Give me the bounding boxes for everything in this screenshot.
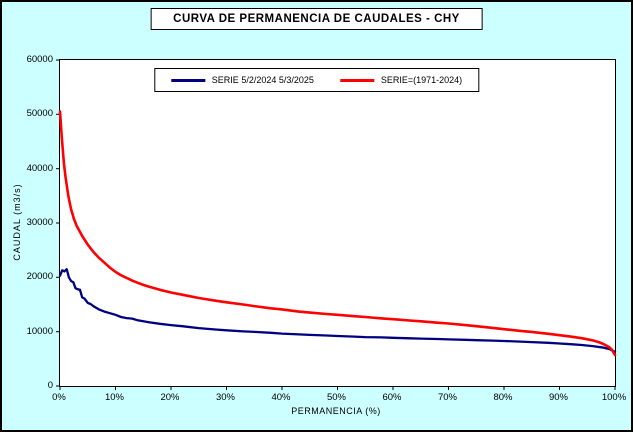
x-tick-label: 80% xyxy=(493,392,513,403)
y-tick-label: 0 xyxy=(47,380,53,391)
y-axis-label: CAUDAL (m3/s) xyxy=(12,183,22,261)
chart-title: CURVA DE PERMANENCIA DE CAUDALES - CHY xyxy=(150,8,483,30)
legend-line-sample-red xyxy=(339,78,374,82)
x-axis-label: PERMANENCIA (%) xyxy=(291,406,381,416)
legend-label-serie-historica: SERIE=(1971-2024) xyxy=(380,75,463,85)
x-tick-label: 60% xyxy=(382,392,402,403)
legend-line-sample-blue xyxy=(170,78,205,82)
x-tick-label: 0% xyxy=(52,392,66,403)
x-tick-label: 30% xyxy=(215,392,236,403)
x-tick-label: 100% xyxy=(601,392,627,403)
legend: SERIE 5/2/2024 5/3/2025 SERIE=(1971-2024… xyxy=(153,68,480,92)
x-tick-label: 50% xyxy=(326,392,347,403)
series-line-0 xyxy=(58,268,617,353)
x-tick-label: 70% xyxy=(437,392,458,403)
y-tick-label: 20000 xyxy=(26,271,53,283)
y-tick-label: 10000 xyxy=(26,325,53,337)
y-tick-label: 50000 xyxy=(26,108,53,120)
x-tick-label: 90% xyxy=(548,392,569,403)
legend-entry-serie-2024: SERIE 5/2/2024 5/3/2025 xyxy=(170,75,314,85)
x-tick-label: 10% xyxy=(104,392,125,403)
legend-entry-serie-historica: SERIE=(1971-2024) xyxy=(339,75,463,85)
x-tick-label: 20% xyxy=(160,392,180,403)
y-tick-label: 60000 xyxy=(26,54,53,65)
series-line-1 xyxy=(58,110,617,357)
x-tick-label: 40% xyxy=(271,392,291,403)
plot-svg xyxy=(56,59,617,390)
plot-area xyxy=(56,59,617,390)
legend-label-serie-2024: SERIE 5/2/2024 5/3/2025 xyxy=(211,75,314,85)
y-tick-label: 40000 xyxy=(26,162,53,174)
